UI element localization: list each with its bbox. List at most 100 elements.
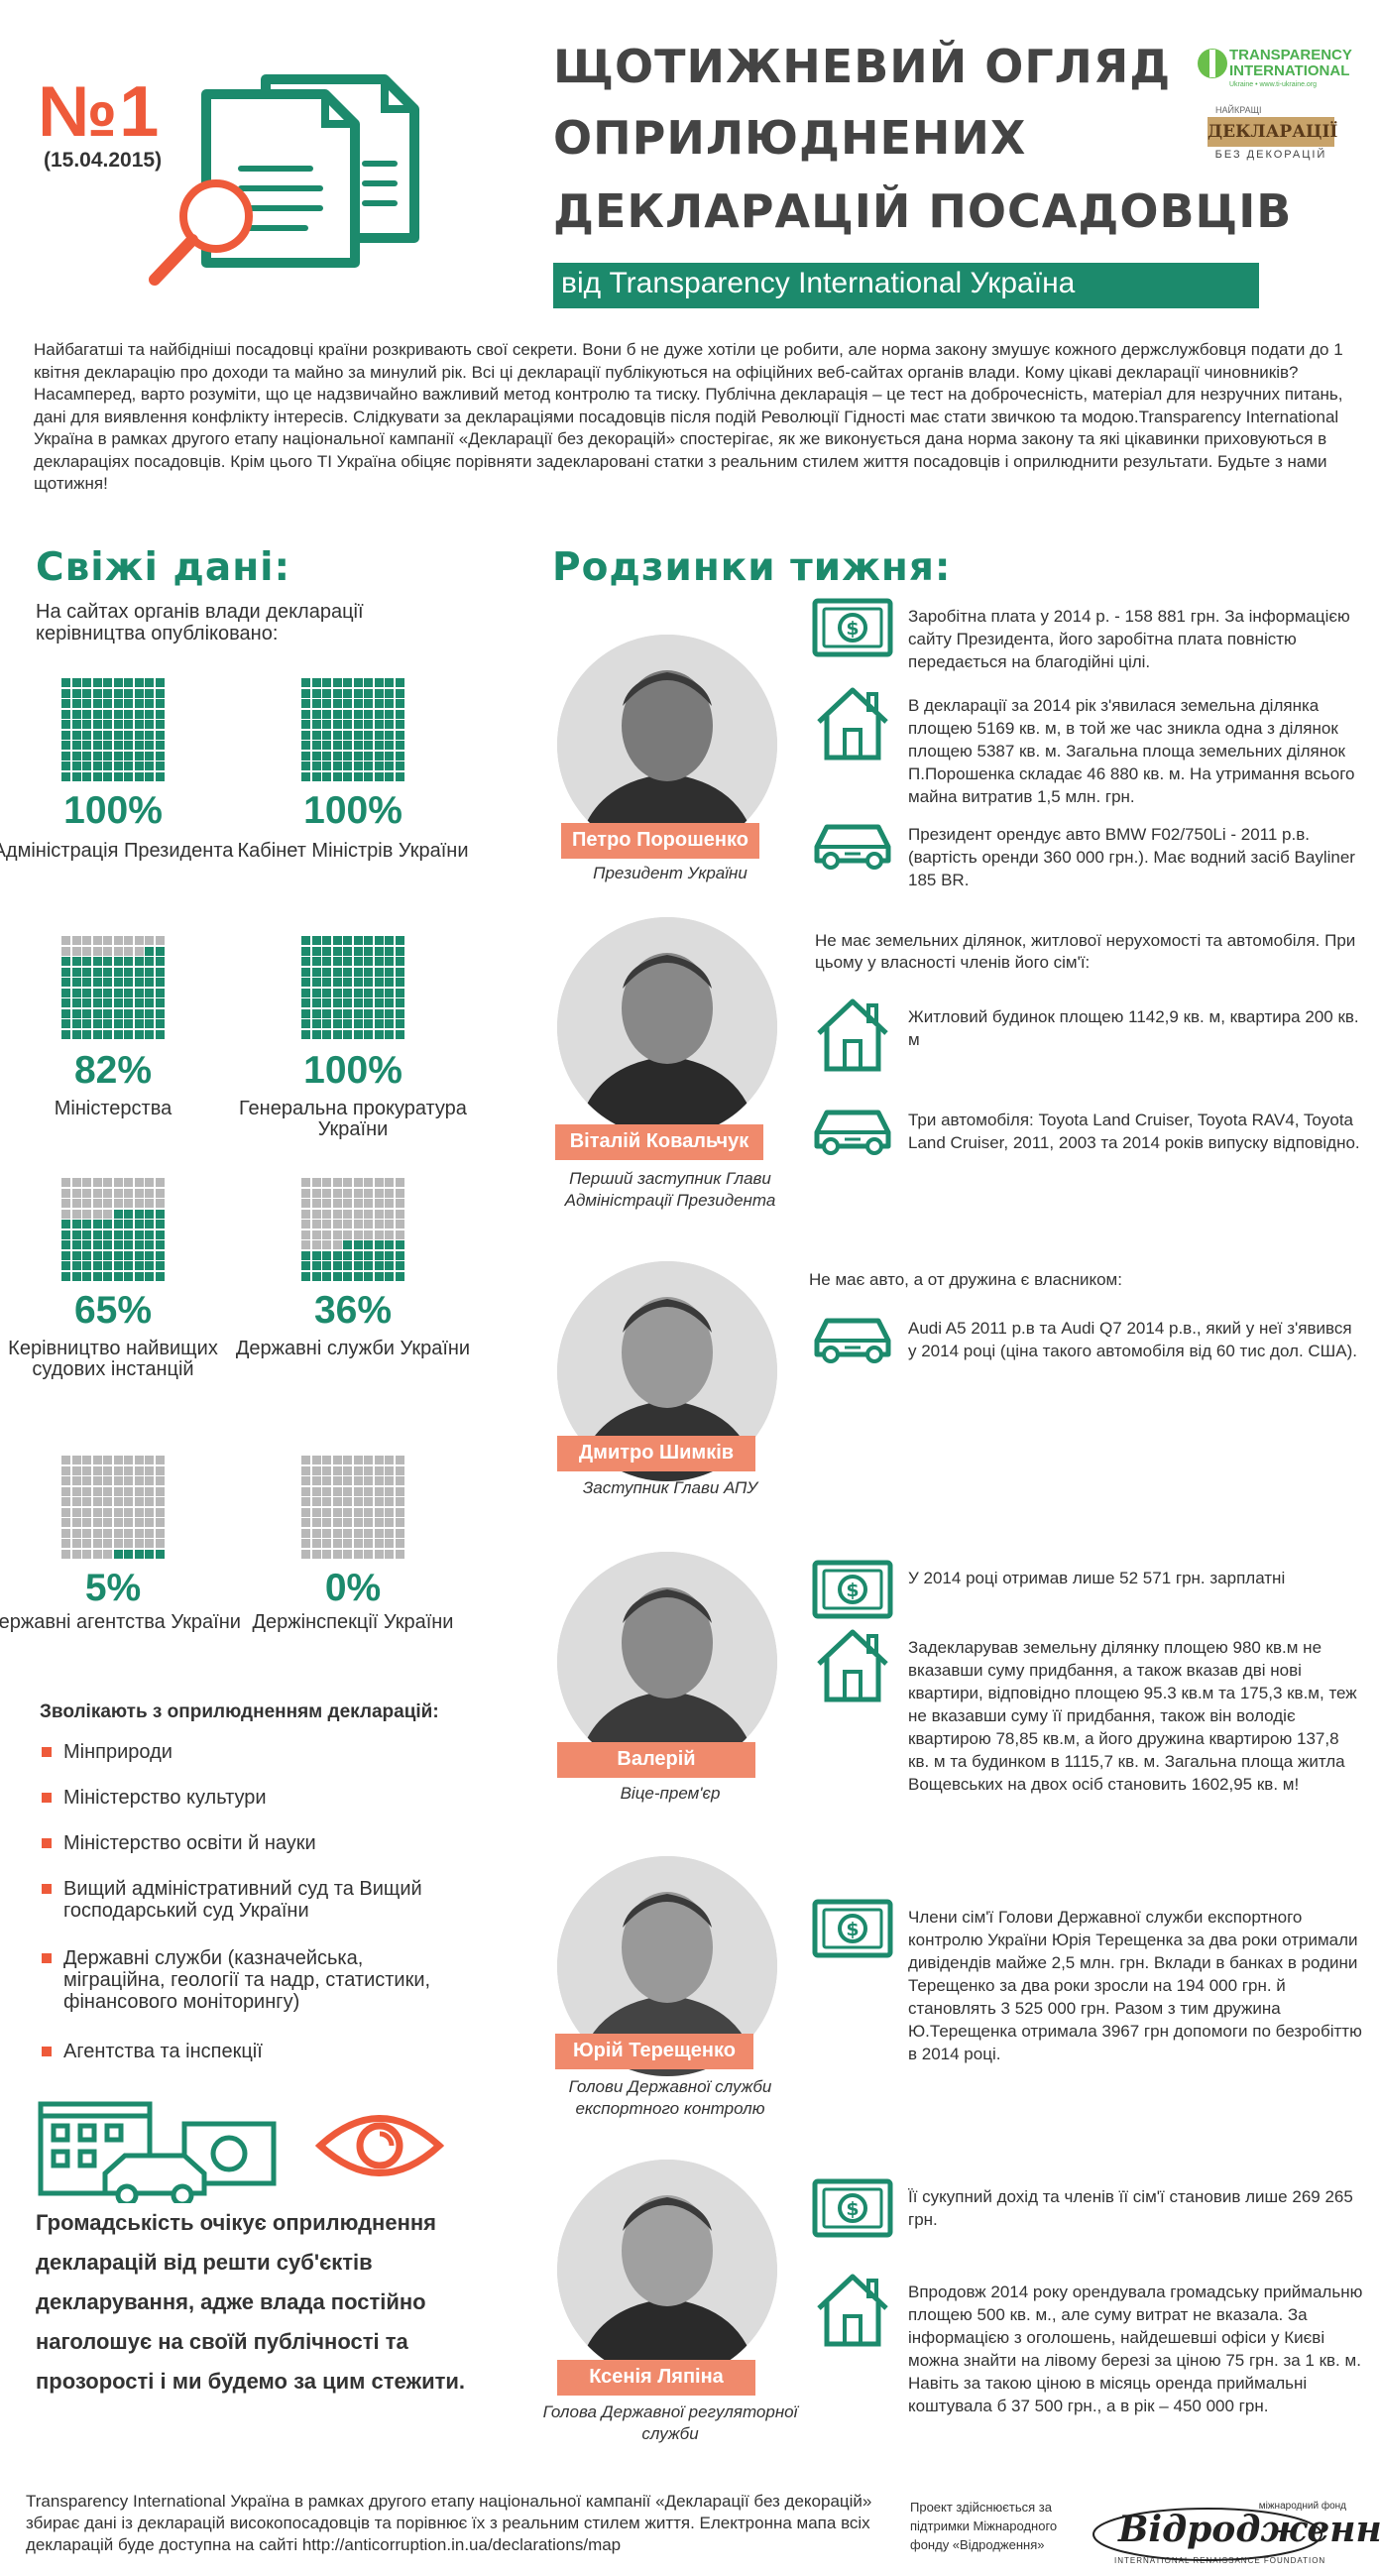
waffle-cell: [395, 988, 404, 997]
waffle-cell: [103, 699, 113, 709]
waffle-cell: [374, 730, 384, 740]
waffle-cell: [343, 936, 353, 946]
agency-label: Керівництво найвищих судових інстанцій: [8, 1338, 218, 1380]
waffle-cell: [364, 1008, 374, 1018]
waffle-cell: [82, 998, 92, 1008]
waffle-cell: [92, 967, 102, 977]
waffle-cell: [322, 751, 332, 761]
waffle-cell: [92, 1019, 102, 1029]
waffle-cell: [92, 1549, 102, 1559]
waffle-cell: [155, 1261, 165, 1271]
waffle-cell: [134, 720, 144, 730]
waffle-cell: [301, 771, 311, 781]
waffle-cell: [134, 1497, 144, 1507]
agency-label: Держінспекції України: [252, 1611, 454, 1633]
waffle-cell: [374, 761, 384, 771]
waffle-cell: [332, 1220, 342, 1229]
waffle-cell: [301, 1549, 311, 1559]
waffle-cell: [395, 1209, 404, 1219]
waffle-cell: [353, 957, 363, 967]
waffle-cell: [61, 720, 71, 730]
waffle-cell: [134, 688, 144, 698]
waffle-cell: [395, 1188, 404, 1198]
waffle-cell: [311, 1456, 321, 1465]
waffle-cell: [311, 1507, 321, 1517]
fact-text: Audi A5 2011 р.в та Audi Q7 2014 р.в., я…: [908, 1319, 1357, 1360]
waffle-cell: [332, 1539, 342, 1549]
waffle-cell: [374, 709, 384, 719]
waffle-cell: [374, 1240, 384, 1250]
person-role: Перший заступник Глави Адміністрації Пре…: [564, 1169, 776, 1210]
waffle-cell: [301, 988, 311, 997]
waffle-cell: [322, 1507, 332, 1517]
waffle-cell: [364, 751, 374, 761]
waffle-cell: [322, 709, 332, 719]
waffle-cell: [92, 1271, 102, 1281]
waffle-cell: [134, 1528, 144, 1538]
waffle-cell: [311, 967, 321, 977]
waffle-cell: [353, 1271, 363, 1281]
waffle-cell: [113, 1199, 123, 1209]
waffle-cell: [124, 1209, 134, 1219]
waffle-cell: [353, 1250, 363, 1260]
percent-value: 65%: [73, 1289, 153, 1332]
waffle-cell: [395, 1476, 404, 1486]
waffle-cell: [124, 709, 134, 719]
waffle-cell: [332, 1199, 342, 1209]
waffle-cell: [364, 1271, 374, 1281]
waffle-cell: [395, 1456, 404, 1465]
waffle-cell: [103, 936, 113, 946]
waffle-cell: [82, 1271, 92, 1281]
waffle-cell: [82, 1209, 92, 1219]
waffle-cell: [374, 1209, 384, 1219]
waffle-cell: [332, 1019, 342, 1029]
waffle-chart: [61, 678, 165, 781]
waffle-cell: [61, 978, 71, 988]
waffle-cell: [343, 1188, 353, 1198]
fact-text: В декларації за 2014 рік з'явилася земел…: [908, 696, 1355, 806]
waffle-cell: [113, 946, 123, 956]
waffle-cell: [311, 1271, 321, 1281]
percent-value: 100%: [63, 789, 163, 832]
waffle-cell: [103, 957, 113, 967]
waffle-cell: [92, 1486, 102, 1496]
waffle-cell: [311, 709, 321, 719]
waffle-cell: [353, 1497, 363, 1507]
waffle-cell: [92, 709, 102, 719]
waffle-cell: [353, 761, 363, 771]
waffle-cell: [103, 1261, 113, 1271]
waffle-cell: [155, 720, 165, 730]
waffle-cell: [92, 761, 102, 771]
issue-date: (15.04.2015): [44, 149, 163, 172]
waffle-cell: [343, 720, 353, 730]
waffle-cell: [92, 730, 102, 740]
waffle-cell: [343, 1486, 353, 1496]
person-name: Петро Порошенко: [561, 823, 759, 859]
waffle-cell: [322, 688, 332, 698]
waffle-cell: [301, 1019, 311, 1029]
waffle-cell: [134, 1507, 144, 1517]
waffle-cell: [301, 946, 311, 956]
documents-magnifier-icon: [149, 74, 419, 286]
waffle-cell: [395, 761, 404, 771]
delay-list-item: Вищий адміністративний суд та Вищий госп…: [42, 1878, 468, 1922]
waffle-cell: [82, 699, 92, 709]
waffle-cell: [71, 957, 81, 967]
waffle-cell: [134, 1456, 144, 1465]
waffle-cell: [343, 741, 353, 751]
waffle-cell: [71, 1229, 81, 1239]
waffle-cell: [311, 1261, 321, 1271]
waffle-cell: [61, 699, 71, 709]
waffle-cell: [311, 730, 321, 740]
waffle-cell: [61, 1476, 71, 1486]
waffle-cell: [92, 978, 102, 988]
waffle-cell: [364, 699, 374, 709]
portrait-photo: [557, 917, 777, 1137]
waffle-cell: [343, 678, 353, 688]
waffle-cell: [385, 1528, 395, 1538]
waffle-cell: [353, 1507, 363, 1517]
waffle-cell: [374, 936, 384, 946]
waffle-cell: [92, 678, 102, 688]
waffle-cell: [92, 1518, 102, 1528]
waffle-cell: [385, 957, 395, 967]
